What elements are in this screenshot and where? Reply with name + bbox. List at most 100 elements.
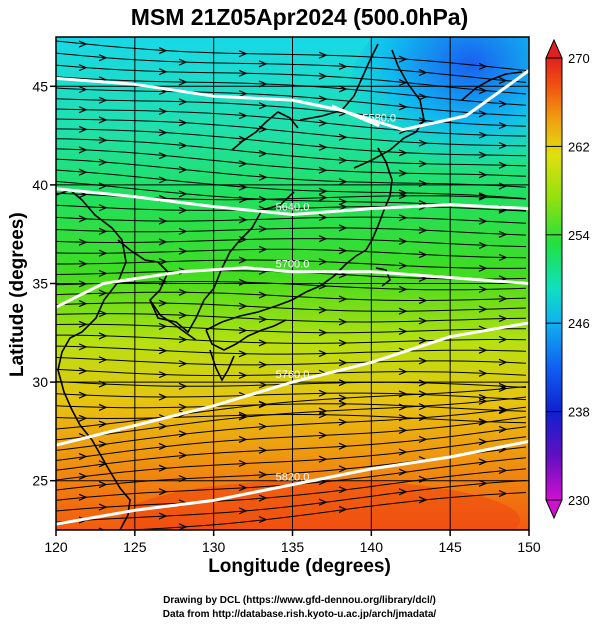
streamline-arrow — [98, 527, 105, 530]
streamline-arrow — [158, 129, 168, 137]
streamline-arrow — [318, 407, 328, 415]
colorbar-tick-label: 238 — [568, 405, 590, 420]
y-tick-label: 40 — [32, 177, 48, 193]
streamline-arrow — [178, 58, 188, 66]
streamline-arrow — [498, 253, 508, 262]
streamline-arrow — [78, 300, 88, 308]
contour-line — [56, 187, 529, 216]
streamline-arrow — [498, 182, 508, 190]
colorbar: 270 262 254 246 238 230 — [545, 38, 590, 520]
streamline-arrow — [478, 479, 488, 487]
streamline-arrow — [398, 390, 408, 398]
streamline-arrow — [78, 493, 88, 501]
streamline-arrow — [318, 119, 328, 127]
contour-label: 5820.0 — [276, 472, 310, 484]
streamline — [56, 40, 527, 71]
streamline — [56, 414, 527, 424]
streamline-arrow — [78, 125, 88, 133]
streamline-arrow — [178, 360, 188, 368]
streamline-arrow — [338, 133, 348, 141]
streamline-arrow — [238, 216, 248, 224]
streamline-arrow — [178, 288, 188, 296]
streamline-arrow — [418, 403, 428, 411]
streamline-arrow — [418, 296, 428, 305]
streamline-arrow — [318, 389, 328, 397]
streamline-arrow — [418, 413, 428, 422]
streamline-arrow — [338, 203, 348, 211]
streamline-arrow — [158, 152, 168, 160]
streamline-arrow — [338, 379, 348, 387]
streamline-arrow — [238, 256, 248, 264]
streamline-arrow — [398, 262, 408, 270]
streamline-arrow — [398, 448, 408, 456]
streamline-arrow — [158, 393, 168, 401]
streamline — [56, 216, 527, 224]
streamline-arrow — [238, 196, 248, 204]
streamline-arrow — [158, 371, 168, 379]
streamline-arrow — [158, 238, 168, 246]
streamline-arrow — [398, 214, 408, 222]
streamline-arrow — [318, 258, 328, 266]
streamline-arrow — [178, 247, 188, 255]
streamline — [56, 238, 527, 248]
streamline-arrow — [318, 349, 328, 358]
streamline-arrow — [338, 295, 348, 303]
streamline-arrow — [78, 452, 88, 461]
streamline-arrow — [338, 178, 348, 186]
streamline-arrow — [158, 258, 168, 266]
x-tick-label: 135 — [281, 539, 305, 555]
streamline-arrow — [418, 390, 428, 398]
streamline-arrow — [258, 102, 268, 110]
streamline-arrow — [98, 96, 108, 104]
streamline-arrow — [398, 55, 408, 63]
streamline-arrow — [78, 391, 88, 399]
contour-label: 5640.0 — [276, 201, 310, 213]
streamline-arrow — [498, 77, 508, 85]
streamline — [56, 227, 527, 236]
streamline-arrow — [258, 494, 268, 502]
streamline-arrow — [178, 119, 188, 127]
streamline-arrow — [98, 440, 108, 448]
streamline-arrow — [158, 47, 168, 55]
streamline — [56, 386, 527, 430]
streamline-arrow — [478, 171, 488, 179]
streamline-arrow — [238, 459, 248, 468]
streamline-arrow — [398, 488, 408, 496]
streamline-arrow — [178, 190, 188, 198]
streamline-arrow — [418, 93, 428, 101]
streamline-arrow — [78, 64, 88, 72]
streamline-arrow — [178, 142, 188, 150]
streamline-arrow — [238, 278, 248, 286]
streamline-arrow — [498, 314, 508, 323]
streamline — [56, 291, 527, 301]
streamline-arrow — [78, 414, 88, 422]
streamline-arrow — [498, 100, 508, 108]
streamline — [56, 426, 527, 471]
streamline-arrow — [258, 291, 268, 299]
x-tick-label: 120 — [44, 539, 68, 555]
streamline-arrow — [158, 68, 168, 76]
x-axis: 120 125 130 135 140 145 150 — [44, 530, 541, 555]
streamline-arrow — [418, 475, 428, 483]
streamline-arrow — [418, 68, 428, 77]
streamline-arrow — [478, 62, 488, 70]
streamline-arrow — [318, 166, 328, 174]
streamline-arrow — [418, 317, 428, 325]
streamline-arrow — [398, 285, 408, 293]
streamline-arrow — [98, 403, 108, 411]
streamline-arrow — [258, 60, 268, 68]
streamline-arrow — [418, 496, 428, 504]
streamline-arrow — [478, 369, 488, 377]
streamline — [56, 403, 527, 412]
streamline-arrow — [338, 359, 348, 367]
streamline-arrow — [178, 227, 188, 235]
streamline-arrow — [78, 472, 88, 480]
streamline-arrow — [258, 471, 268, 479]
streamline — [56, 468, 527, 512]
streamline-arrow — [478, 438, 488, 446]
streamline-arrow — [318, 194, 328, 202]
streamline-arrow — [158, 299, 168, 307]
streamline — [117, 492, 527, 530]
streamline-arrow — [318, 455, 328, 463]
streamline-arrow — [98, 332, 108, 340]
